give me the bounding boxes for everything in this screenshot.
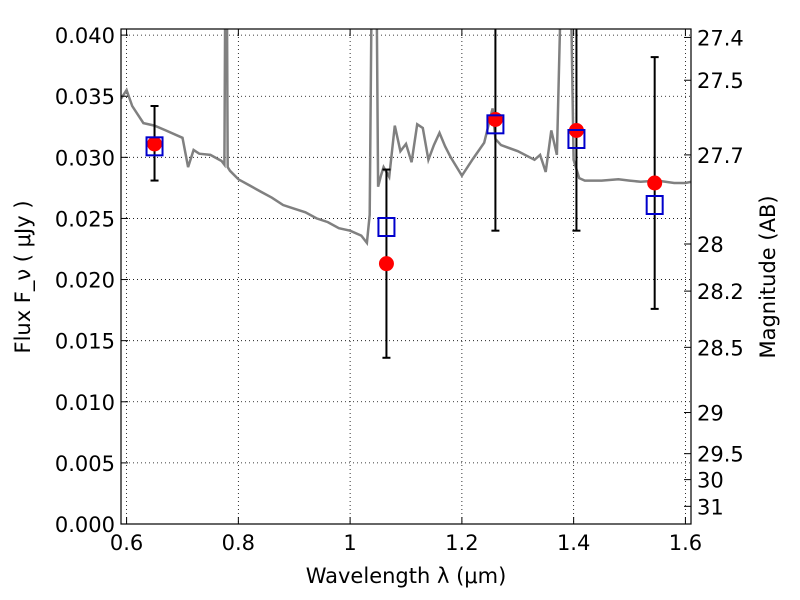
right-tick-label: 28 [697, 233, 724, 257]
plot-border [120, 28, 692, 525]
y-tick-label: 0.035 [55, 85, 115, 109]
right-tick-label: 28.2 [697, 280, 744, 304]
spectrum-line [121, 29, 691, 247]
right-tick-label: 27.4 [697, 26, 744, 50]
photometry-point [647, 175, 663, 191]
x-tick-label: 0.6 [110, 531, 143, 555]
y-tick-label: 0.015 [55, 330, 115, 354]
right-tick-label: 29 [697, 402, 724, 426]
x-tick-label: 1.4 [557, 531, 590, 555]
model-square [567, 129, 586, 149]
y-tick-label: 0.005 [55, 452, 115, 476]
grid-lines [121, 29, 691, 525]
model-square [145, 136, 164, 157]
model-square [486, 114, 505, 135]
y-tick-label: 0.010 [55, 391, 115, 415]
x-tick-label: 0.8 [222, 531, 255, 555]
right-tick-label: 31 [697, 495, 724, 519]
x-axis-ticks: 0.6 0.8 1 1.2 1.4 1.6 [110, 29, 702, 555]
right-axis-label: Magnitude (AB) [756, 195, 780, 358]
x-tick-label: 1.2 [445, 531, 478, 555]
y-tick-label: 0.020 [55, 269, 115, 293]
data-points [145, 111, 664, 272]
y-axis-ticks: 0.000 0.005 0.010 0.015 0.020 0.025 0.030 0.035… [55, 24, 128, 537]
model-spectrum [121, 29, 691, 247]
plot-frame [120, 28, 692, 525]
y-tick-label: 0.025 [55, 207, 115, 231]
right-tick-label: 27.5 [697, 69, 744, 93]
x-tick-label: 1.6 [669, 531, 702, 555]
photometry-point [147, 136, 163, 152]
y-tick-label: 0.040 [55, 24, 115, 48]
y-tick-label: 0.000 [55, 513, 115, 537]
x-tick-label: 1 [343, 531, 356, 555]
model-square [645, 195, 664, 215]
right-tick-label: 30 [697, 469, 724, 493]
right-tick-label: 28.5 [697, 336, 744, 360]
x-axis-label: Wavelength λ (μm) [306, 564, 507, 588]
right-tick-label: 29.5 [697, 443, 744, 467]
y-axis-label: Flux F_ν ( μJy ) [11, 200, 36, 353]
right-tick-label: 27.7 [697, 144, 744, 168]
photometry-point [378, 256, 394, 272]
y-tick-label: 0.030 [55, 146, 115, 170]
model-square [377, 217, 396, 237]
